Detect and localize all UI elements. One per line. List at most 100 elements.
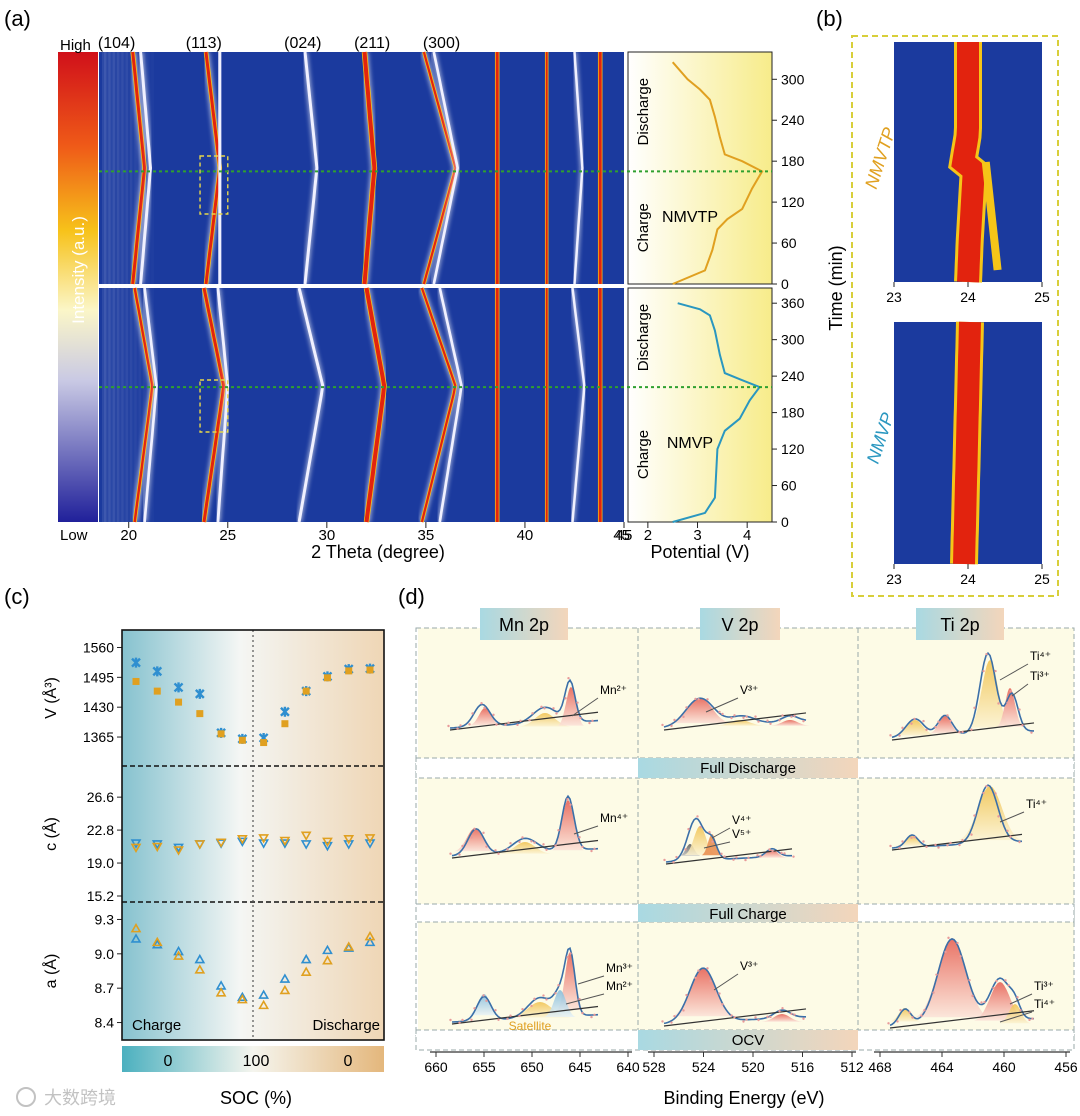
data-point	[768, 848, 771, 851]
data-point	[694, 697, 697, 701]
zoom-box	[199, 155, 229, 215]
data-point	[937, 720, 940, 723]
data-point	[780, 851, 783, 855]
y-tick-label: 60	[781, 478, 797, 494]
fit-baseline	[665, 848, 793, 865]
data-point	[709, 979, 712, 983]
y-tick-label: 0	[781, 276, 789, 292]
zoom-split-trace	[981, 161, 1002, 271]
data-point	[934, 725, 937, 729]
data-point	[771, 849, 774, 853]
data-point	[456, 727, 459, 730]
data-point	[685, 993, 688, 997]
data-point	[709, 706, 712, 710]
data-point	[468, 723, 471, 726]
data-point	[173, 682, 184, 693]
peak-label: (104)	[98, 35, 135, 52]
annotation-arrow	[571, 697, 599, 717]
xps-x-label: Binding Energy (eV)	[663, 1088, 824, 1108]
fit-baseline	[891, 833, 1023, 851]
data-point	[745, 715, 748, 718]
data-point	[482, 831, 485, 835]
annotation-mn4: Mn⁴⁺	[600, 811, 628, 825]
data-point	[482, 994, 485, 997]
data-point	[887, 1022, 890, 1025]
data-point	[769, 1015, 772, 1019]
discharge-label: Discharge	[635, 304, 652, 372]
data-point	[557, 829, 560, 832]
data-point	[934, 843, 937, 847]
data-point	[1031, 1017, 1034, 1020]
data-point	[196, 710, 204, 718]
soc-label-start: 0	[164, 1053, 173, 1070]
data-point	[757, 720, 760, 723]
data-point	[982, 669, 985, 673]
data-point	[322, 955, 333, 965]
y-tick-label: 26.6	[87, 789, 114, 805]
colorbar-title: Intensity (a.u.)	[69, 216, 88, 324]
x-tick-label: 660	[424, 1059, 448, 1075]
data-point	[131, 657, 141, 668]
data-point	[130, 933, 142, 943]
data-point	[173, 846, 184, 856]
data-point	[946, 844, 949, 847]
annotation-ti3: Ti³⁺	[1030, 669, 1050, 683]
data-point	[898, 846, 901, 850]
annotation-arrow	[999, 1011, 1033, 1023]
column-title: Ti 2p	[940, 615, 979, 635]
data-point	[920, 1014, 923, 1017]
peak-halo	[438, 287, 463, 523]
data-point	[557, 984, 560, 987]
data-point	[958, 843, 961, 847]
data-point	[1006, 829, 1009, 833]
colorbar-high-label: High	[60, 37, 91, 54]
potential-plot-nmvp: 0 60 120 180 240 300 360 Charge Discharge NMVP	[99, 287, 805, 530]
data-point	[175, 698, 183, 706]
data-point	[949, 719, 952, 723]
data-point	[1016, 996, 1019, 999]
data-point	[194, 953, 206, 964]
y-tick-label: 8.7	[95, 980, 115, 996]
x-tick-label: 468	[868, 1059, 892, 1075]
data-point	[889, 734, 892, 737]
data-point	[696, 815, 699, 818]
data-point	[793, 1013, 796, 1016]
data-point	[790, 1012, 793, 1016]
fit-peak	[469, 708, 501, 726]
peak-trace	[131, 51, 147, 285]
x-tick-label: 464	[930, 1059, 954, 1075]
watermark-logo-icon	[16, 1087, 36, 1107]
data-point	[485, 999, 488, 1003]
data-point	[236, 837, 248, 847]
x-tick-label: 40	[517, 527, 534, 544]
annotation-arrow	[1009, 993, 1033, 1005]
data-point	[699, 825, 702, 829]
data-point	[554, 992, 557, 995]
data-point	[733, 1016, 736, 1019]
zoom-trace	[951, 42, 986, 283]
y-tick-label: 120	[781, 441, 805, 457]
data-point	[459, 724, 462, 727]
y-tick-label: 1365	[83, 729, 114, 745]
data-point	[721, 1003, 724, 1006]
data-point	[279, 839, 291, 849]
heatmap-nmvtp	[99, 51, 624, 285]
data-point	[531, 712, 534, 715]
data-point	[566, 956, 569, 959]
zoom-trace	[953, 321, 981, 565]
data-point	[507, 721, 510, 724]
annotation-arrow	[705, 697, 739, 713]
data-point	[542, 843, 545, 846]
data-point	[519, 719, 522, 723]
data-point	[470, 1018, 473, 1022]
data-point	[694, 976, 697, 980]
data-point	[300, 840, 312, 850]
data-point	[923, 1008, 926, 1012]
y-tick-label: 9.0	[95, 946, 115, 962]
data-point	[130, 923, 142, 933]
heatmap-background	[99, 288, 624, 522]
potential-x-axis: 2 3 4 45	[613, 522, 751, 544]
soc-axis-label: SOC (%)	[220, 1088, 292, 1108]
data-point	[670, 724, 673, 728]
